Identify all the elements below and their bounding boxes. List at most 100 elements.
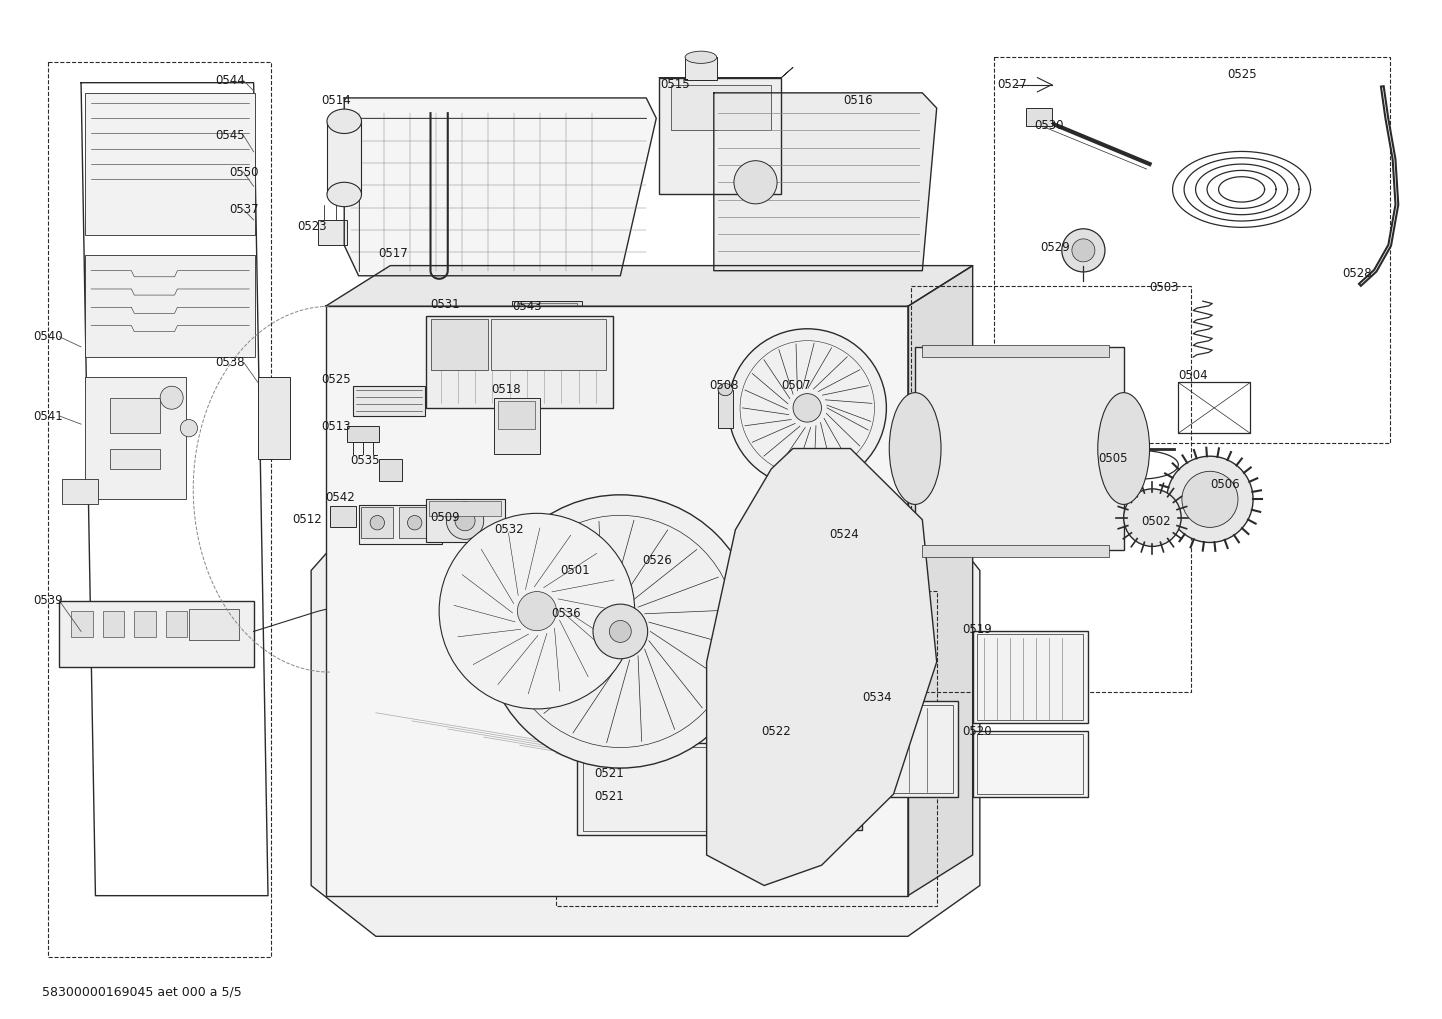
Bar	[764, 737, 857, 825]
Text: 0528: 0528	[1343, 267, 1371, 280]
Circle shape	[508, 517, 531, 539]
Bar	[1178, 382, 1250, 433]
Bar	[110, 448, 160, 469]
Circle shape	[1167, 457, 1253, 542]
Text: 0534: 0534	[862, 691, 891, 704]
Circle shape	[483, 495, 757, 768]
Text: 0503: 0503	[1149, 281, 1180, 294]
Circle shape	[518, 592, 557, 631]
Bar	[198, 611, 219, 637]
Text: 0541: 0541	[33, 410, 63, 423]
Bar	[978, 734, 1083, 794]
Text: 58300000169045 aet 000 a 5/5: 58300000169045 aet 000 a 5/5	[42, 985, 242, 999]
Circle shape	[796, 767, 825, 796]
Bar	[871, 704, 953, 793]
Text: 0536: 0536	[551, 606, 581, 620]
Circle shape	[793, 393, 822, 422]
Bar	[189, 609, 239, 640]
Bar	[85, 93, 255, 235]
Bar	[923, 545, 1109, 557]
Circle shape	[593, 604, 647, 658]
Circle shape	[610, 621, 632, 642]
Circle shape	[440, 514, 634, 709]
Circle shape	[371, 516, 385, 530]
Ellipse shape	[685, 51, 717, 63]
Bar	[911, 286, 1191, 693]
Text: 0502: 0502	[1141, 516, 1171, 528]
Text: 0537: 0537	[229, 203, 258, 216]
Bar	[490, 320, 606, 370]
Text: 0515: 0515	[660, 78, 691, 92]
Text: 0544: 0544	[215, 74, 245, 88]
Bar	[493, 397, 539, 453]
Bar	[427, 317, 613, 408]
Bar	[659, 77, 782, 195]
Bar	[685, 57, 717, 79]
Text: 0506: 0506	[1210, 478, 1240, 490]
Bar	[379, 459, 402, 481]
Circle shape	[160, 386, 183, 410]
Ellipse shape	[327, 109, 362, 133]
Polygon shape	[908, 266, 973, 896]
Circle shape	[180, 420, 198, 437]
Text: 0526: 0526	[642, 553, 672, 567]
Circle shape	[408, 516, 423, 530]
Bar	[973, 731, 1087, 797]
Bar	[758, 733, 862, 829]
Bar	[85, 256, 255, 357]
Bar	[430, 501, 500, 516]
Bar	[516, 304, 577, 319]
Bar	[865, 700, 959, 797]
Bar	[497, 400, 535, 429]
Bar	[431, 320, 487, 370]
Text: 0525: 0525	[1227, 68, 1257, 82]
Bar	[348, 426, 379, 442]
Text: 0520: 0520	[963, 725, 992, 738]
Text: 0542: 0542	[326, 491, 355, 503]
Bar	[583, 747, 744, 830]
Bar	[48, 62, 271, 957]
Bar	[326, 307, 908, 896]
Circle shape	[728, 329, 887, 487]
Circle shape	[1071, 238, 1094, 262]
Ellipse shape	[718, 383, 733, 395]
Circle shape	[1182, 472, 1239, 528]
Bar	[319, 220, 348, 246]
Bar	[166, 611, 187, 637]
Bar	[327, 121, 362, 195]
Text: 0521: 0521	[594, 790, 624, 803]
Bar	[399, 507, 431, 538]
Text: 0539: 0539	[33, 594, 63, 607]
Text: 0532: 0532	[493, 524, 523, 536]
Bar	[427, 499, 505, 542]
Bar	[71, 611, 92, 637]
Bar	[258, 377, 290, 459]
Polygon shape	[714, 93, 937, 271]
Ellipse shape	[1097, 392, 1149, 504]
Bar	[59, 601, 254, 667]
Circle shape	[1061, 229, 1105, 272]
Bar	[916, 346, 1123, 550]
Text: 0514: 0514	[322, 95, 350, 107]
Text: 0540: 0540	[33, 330, 63, 343]
Bar	[718, 389, 733, 428]
Text: 0550: 0550	[229, 166, 258, 178]
Bar	[134, 611, 156, 637]
Text: 0543: 0543	[512, 300, 542, 313]
Text: 0538: 0538	[215, 356, 244, 369]
Text: 0508: 0508	[709, 379, 738, 392]
Text: 0545: 0545	[215, 129, 245, 142]
Bar	[577, 743, 750, 835]
Text: 0535: 0535	[350, 454, 379, 468]
Ellipse shape	[890, 392, 942, 504]
Bar	[102, 611, 124, 637]
Bar	[1025, 108, 1051, 126]
Circle shape	[555, 555, 575, 576]
Polygon shape	[707, 448, 937, 886]
Bar	[85, 377, 186, 499]
Polygon shape	[311, 489, 981, 936]
Text: 0512: 0512	[293, 514, 322, 526]
Polygon shape	[326, 266, 973, 307]
Text: 0517: 0517	[379, 247, 408, 260]
Bar	[973, 632, 1087, 722]
